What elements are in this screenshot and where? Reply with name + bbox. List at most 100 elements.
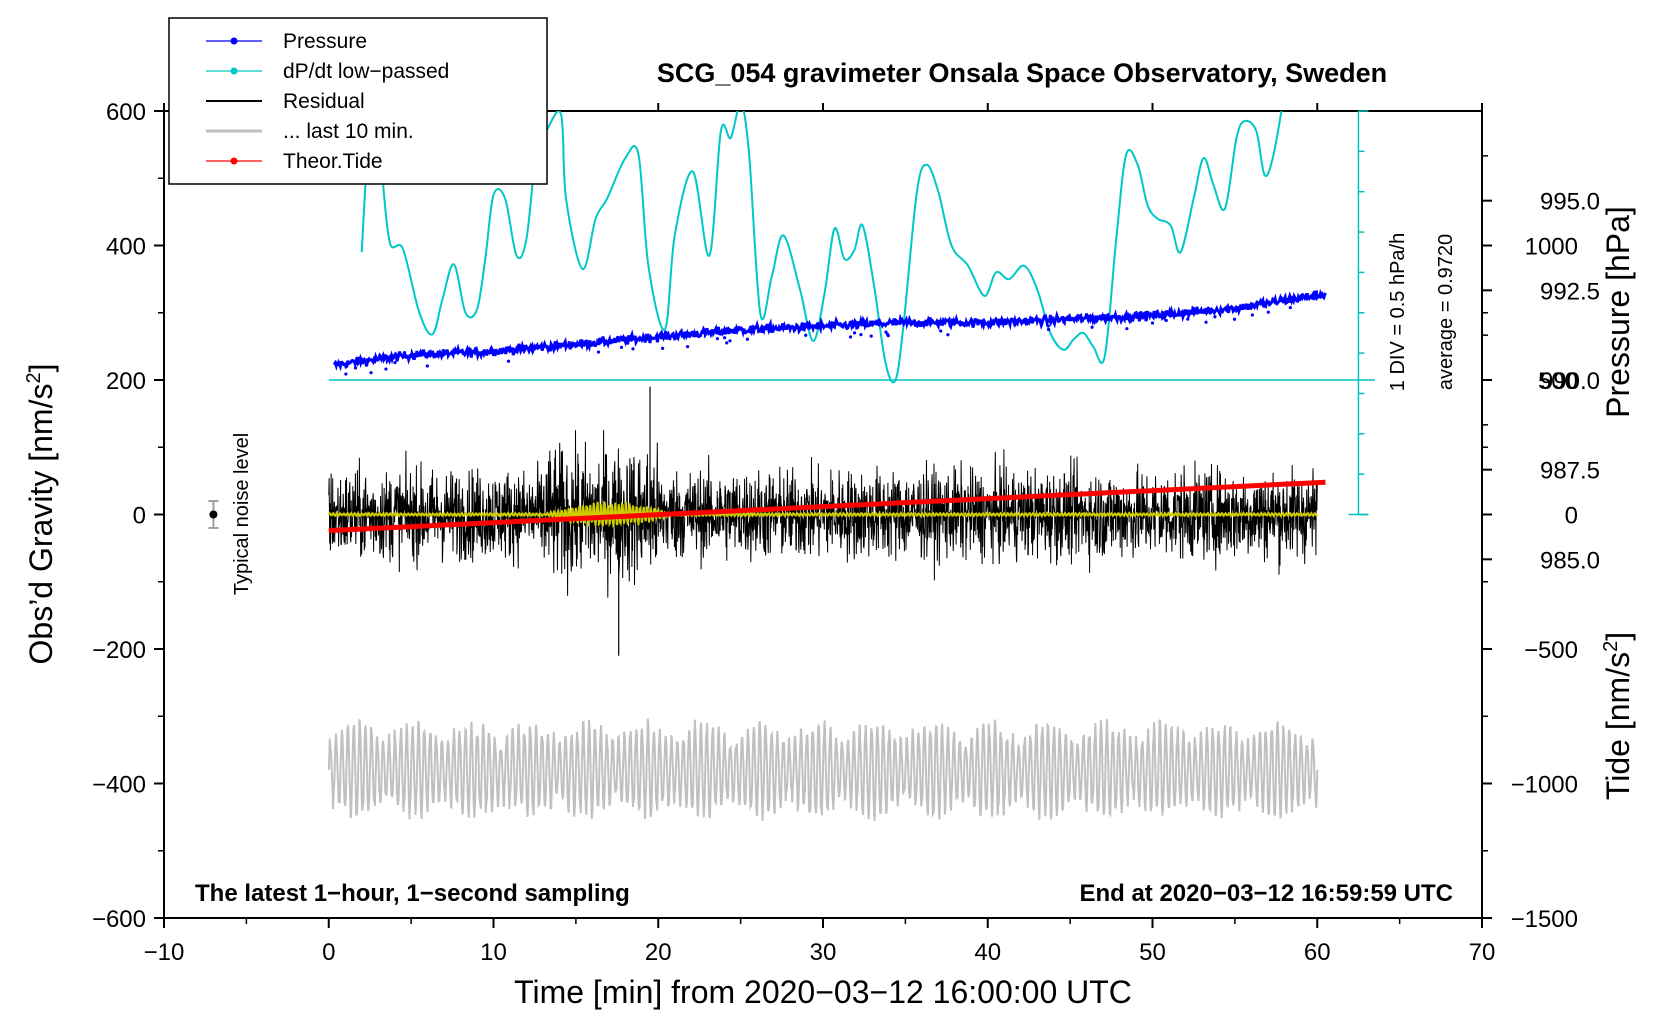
y-tick-label: −600 (92, 906, 146, 933)
y-axis-ticks: −600 −400 −200 0 200 400 600 (92, 99, 164, 933)
residual-line (328, 430, 1318, 598)
pressure-point (848, 335, 853, 339)
pressure-point (1164, 318, 1168, 323)
y-tick-label: −200 (92, 637, 146, 664)
pressure-point (745, 337, 750, 341)
dpdt-series (360, 111, 1283, 384)
tide-axis-ticks: −1500 −1000 −500 0 500 1000 (1482, 234, 1578, 933)
legend-label: Theor.Tide (283, 150, 383, 173)
tide-axis-label-main: Tide [nm/s (1600, 652, 1636, 800)
pressure-point (1125, 327, 1129, 331)
legend-items: Pressure dP/dt low−passed Residual ... last… (206, 30, 449, 173)
pressure-tick-label: 990.0 (1540, 368, 1600, 395)
pressure-point (661, 346, 665, 350)
pressure-point (869, 334, 873, 338)
y-tick-label: 0 (133, 503, 146, 530)
pressure-point (1266, 310, 1270, 314)
x-tick-label: 30 (810, 939, 837, 966)
pressure-tick-label: 987.5 (1540, 458, 1600, 485)
pressure-axis-label: Pressure [hPa] (1600, 206, 1636, 418)
pressure-point (1288, 306, 1292, 310)
pressure-point (1186, 317, 1190, 321)
pressure-axis-ticks: 985.0 987.5 990.0 992.5 995.0 (1482, 155, 1600, 574)
tide-axis-label-end: ] (1600, 632, 1636, 641)
x-tick-label: 70 (1469, 939, 1496, 966)
noise-level-bar (208, 500, 219, 529)
x-tick-label: 20 (645, 939, 672, 966)
legend-marker (230, 37, 238, 45)
pressure-point (1232, 317, 1237, 321)
legend-label: Pressure (283, 30, 367, 53)
pressure-point (1046, 327, 1051, 332)
x-tick-label: 0 (322, 939, 335, 966)
tide-line (328, 479, 1326, 534)
pressure-point (1250, 313, 1254, 317)
x-tick-label: 50 (1139, 939, 1166, 966)
pressure-point (393, 360, 397, 365)
pressure-tick-label: 992.5 (1540, 278, 1600, 305)
dpdt-division-scale (1348, 110, 1369, 516)
residual-lowpass-series (327, 500, 1318, 528)
tide-tick-label: −1000 (1511, 772, 1578, 799)
legend-marker (230, 157, 238, 165)
residual-lowpass-line (327, 500, 1318, 528)
chart-title: SCG_054 gravimeter Onsala Space Observat… (657, 58, 1387, 88)
pressure-point (1090, 325, 1094, 329)
pressure-point (715, 337, 720, 341)
y-tick-label: 400 (106, 234, 146, 261)
y-axis-label: Obs’d Gravity [nm/s2] (23, 364, 59, 665)
pressure-point (506, 359, 511, 363)
y-axis-label-end: ] (23, 364, 59, 373)
pressure-point (384, 367, 388, 371)
pressure-line (332, 288, 1327, 372)
pressure-point (804, 333, 808, 337)
pressure-point (631, 347, 635, 351)
x-axis-ticks: −10 0 10 20 30 40 50 60 70 (144, 103, 1496, 966)
pressure-point (425, 364, 429, 368)
pressure-point (723, 336, 727, 340)
pressure-tick-label: 995.0 (1540, 189, 1600, 216)
legend: Pressure dP/dt low−passed Residual ... last… (168, 17, 548, 185)
pressure-point (1046, 324, 1050, 328)
legend-label: dP/dt low−passed (283, 60, 449, 83)
pressure-point (685, 345, 690, 349)
end-time-note: End at 2020−03−12 16:59:59 UTC (1079, 880, 1453, 907)
div-scale-label: 1 DIV = 0.5 hPa/h (1387, 233, 1409, 391)
theoretical-tide-series (328, 479, 1326, 534)
noise-level-label: Typical noise level (231, 433, 253, 595)
x-tick-label: 60 (1304, 939, 1331, 966)
pressure-series (332, 288, 1327, 376)
pressure-point (1150, 321, 1155, 325)
tide-tick-label: 500 (1538, 368, 1578, 395)
legend-label: ... last 10 min. (283, 120, 414, 143)
pressure-point (344, 372, 348, 376)
pressure-point (885, 332, 889, 336)
tide-axis-label-sup: 2 (1600, 641, 1622, 652)
tide-tick-label: −1500 (1511, 906, 1578, 933)
tide-axis-label: Tide [nm/s2] (1600, 632, 1636, 800)
x-tick-label: 40 (974, 939, 1001, 966)
pressure-point (619, 345, 624, 349)
residual-series (328, 386, 1318, 656)
tide-tick-label: 1000 (1525, 234, 1578, 261)
x-tick-label: −10 (144, 939, 185, 966)
pressure-point (939, 329, 943, 333)
y-tick-label: −400 (92, 772, 146, 799)
pressure-point (353, 366, 358, 370)
y-axis-label-sup: 2 (23, 372, 45, 383)
sampling-note: The latest 1−hour, 1−second sampling (195, 880, 630, 907)
noise-point (209, 510, 218, 519)
dpdt-line (360, 111, 1283, 384)
y-axis-label-main: Obs’d Gravity [nm/s (23, 384, 59, 665)
x-tick-label: 10 (480, 939, 507, 966)
y-tick-label: 600 (106, 99, 146, 126)
last-10-min-series (327, 718, 1319, 821)
y-tick-label: 200 (106, 368, 146, 395)
pressure-tick-label: 985.0 (1540, 547, 1600, 574)
pressure-point (1213, 315, 1217, 319)
last-10-min-line (327, 718, 1319, 821)
pressure-point (596, 350, 601, 354)
tide-tick-label: −500 (1524, 637, 1578, 664)
legend-marker (230, 67, 238, 75)
